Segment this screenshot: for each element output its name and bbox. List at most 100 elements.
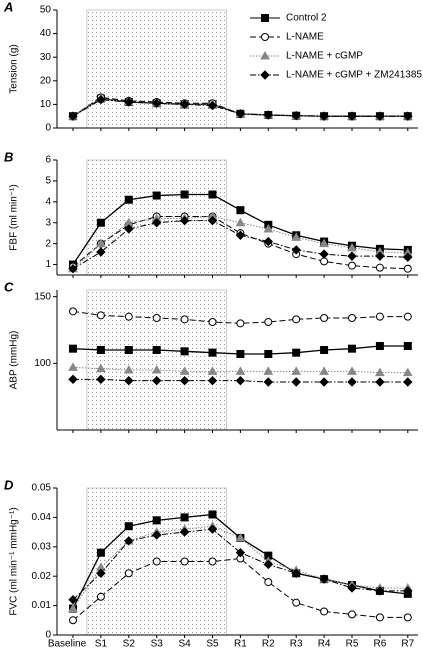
marker (151, 218, 162, 228)
legend-label: L-NAME (286, 32, 324, 43)
marker (292, 598, 301, 607)
marker (69, 307, 77, 316)
x-tick-label: R6 (374, 639, 387, 648)
x-tick-label: R1 (234, 639, 247, 648)
y-tick-label: 0.03 (32, 541, 52, 552)
y-tick-label: 30 (40, 52, 52, 63)
marker (263, 110, 274, 120)
y-tick-label: 10 (40, 99, 52, 110)
y-tick-label: 1 (45, 259, 51, 270)
marker (320, 607, 329, 616)
marker (264, 578, 273, 587)
marker (152, 557, 161, 566)
y-tick-label: 40 (40, 28, 52, 39)
marker (96, 374, 106, 385)
stimulation-region (86, 9, 227, 129)
marker (179, 527, 190, 537)
marker (375, 586, 385, 596)
marker (207, 375, 218, 386)
marker (291, 232, 302, 241)
y-tick-label: 20 (40, 75, 52, 86)
marker (347, 251, 357, 261)
marker (235, 532, 246, 542)
x-tick-label: S3 (151, 639, 164, 648)
marker (236, 206, 245, 215)
marker (263, 223, 274, 233)
marker (264, 318, 273, 326)
marker (375, 377, 385, 387)
x-tick-label: R3 (290, 639, 303, 648)
marker (403, 312, 412, 321)
marker (124, 536, 134, 546)
marker (235, 547, 246, 558)
marker (207, 366, 218, 375)
marker (320, 314, 329, 322)
marker (124, 375, 134, 386)
marker (151, 364, 162, 374)
panel-label: C (4, 279, 14, 294)
marker (375, 111, 385, 121)
marker (68, 603, 78, 613)
marker (152, 191, 161, 200)
marker (179, 99, 190, 110)
marker (263, 377, 274, 387)
marker (263, 236, 274, 247)
x-tick-label: R7 (401, 639, 414, 648)
marker (402, 367, 413, 377)
panel-label: B (4, 149, 13, 164)
y-tick-label: 6 (45, 155, 51, 166)
marker (151, 375, 162, 386)
marker (151, 98, 162, 108)
marker (208, 190, 217, 199)
marker (347, 377, 357, 387)
marker (375, 342, 384, 350)
marker (319, 574, 329, 584)
y-tick-label: 0.04 (32, 512, 52, 523)
x-tick-label: R2 (262, 639, 275, 648)
marker (96, 592, 105, 601)
marker (403, 111, 413, 121)
marker (319, 366, 329, 375)
x-tick-label: R4 (318, 639, 331, 648)
marker (68, 374, 78, 385)
marker (236, 350, 245, 358)
marker (291, 377, 301, 387)
marker (319, 249, 329, 259)
y-tick-label: 0.01 (32, 600, 52, 611)
marker (292, 315, 301, 324)
marker (320, 257, 329, 266)
marker (263, 559, 274, 570)
marker (96, 238, 106, 248)
marker (319, 111, 329, 121)
marker (68, 362, 78, 371)
x-tick-label: R5 (346, 639, 359, 648)
marker (292, 348, 301, 357)
marker (375, 312, 384, 321)
marker (96, 346, 105, 354)
marker (375, 367, 385, 377)
marker (208, 318, 217, 326)
stimulation-region (86, 289, 227, 431)
marker (124, 346, 133, 354)
marker (236, 319, 245, 328)
marker (348, 344, 356, 353)
marker (96, 311, 105, 320)
y-tick-label: 4 (45, 196, 51, 207)
marker (235, 366, 246, 375)
marker (403, 377, 413, 387)
marker (68, 595, 78, 605)
marker (347, 366, 357, 375)
marker (403, 586, 413, 596)
legend-label: L-NAME + cGMP + ZM241385 (286, 70, 422, 81)
marker (96, 363, 106, 373)
marker (179, 215, 190, 226)
marker (375, 251, 385, 261)
marker (68, 111, 78, 121)
y-tick-label: 3 (45, 217, 51, 228)
marker (403, 264, 412, 273)
panel-label: A (3, 0, 13, 14)
marker (96, 247, 106, 257)
marker (348, 261, 356, 270)
marker (291, 568, 301, 578)
